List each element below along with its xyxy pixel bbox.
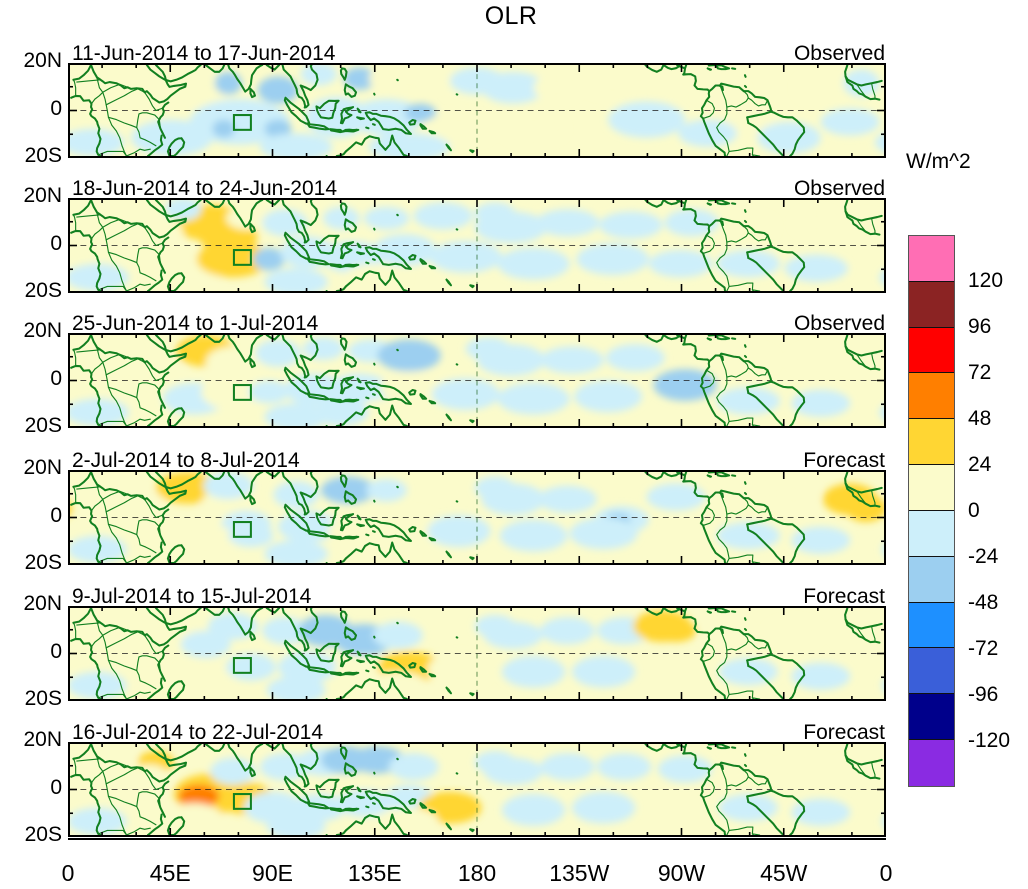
- y-tick-label: 20N: [23, 184, 62, 207]
- panel-header-1: 11-Jun-2014 to 17-Jun-2014 Observed: [68, 37, 886, 65]
- y-tick-label: 20S: [24, 687, 62, 710]
- y-tick-label: 0: [50, 639, 62, 663]
- x-tick-label: 45W: [760, 860, 808, 886]
- panel-header-3: 25-Jun-2014 to 1-Jul-2014 Observed: [68, 307, 886, 335]
- y-axis-labels-panel-1: 20N 0 20S: [0, 49, 62, 167]
- colorbar-units-label: W/m^2: [906, 150, 971, 173]
- olr-anomaly-map: [70, 65, 884, 156]
- colorbar-band-7: [909, 510, 954, 557]
- colorbar-tick-label: 96: [968, 315, 992, 338]
- colorbar-band-3: [909, 327, 954, 374]
- y-tick-label: 20S: [24, 414, 62, 437]
- y-tick-label: 0: [50, 775, 62, 799]
- colorbar-band-11: [909, 694, 954, 741]
- y-axis-labels-panel-2: 20N 0 20S: [0, 184, 62, 302]
- y-tick-label: 20S: [24, 551, 62, 574]
- olr-anomaly-map: [70, 608, 884, 699]
- colorbar-tick-label: 120: [968, 269, 1004, 292]
- colorbar-band-10: [909, 648, 954, 695]
- x-tick-label: 45E: [149, 860, 191, 886]
- olr-anomaly-map: [70, 200, 884, 291]
- y-axis-labels-panel-3: 20N 0 20S: [0, 319, 62, 437]
- olr-anomaly-map: [70, 744, 884, 835]
- y-tick-label: 20N: [23, 49, 62, 72]
- y-tick-label: 20N: [23, 728, 62, 751]
- map-panel-5[interactable]: [68, 606, 886, 701]
- x-tick-label: 0: [879, 860, 893, 886]
- colorbar-tick-label: -24: [968, 545, 999, 568]
- panel-header-4: 2-Jul-2014 to 8-Jul-2014 Forecast: [68, 444, 886, 472]
- y-tick-label: 20S: [24, 279, 62, 302]
- y-axis-labels-panel-4: 20N 0 20S: [0, 456, 62, 574]
- x-tick-label: 180: [457, 860, 497, 886]
- colorbar-band-5: [909, 419, 954, 466]
- colorbar-tick-label: 0: [968, 499, 980, 522]
- x-tick-label: 135E: [347, 860, 402, 886]
- panel-header-5: 9-Jul-2014 to 15-Jul-2014 Forecast: [68, 580, 886, 608]
- colorbar-band-2: [909, 281, 954, 328]
- colorbar-tick-label: -96: [968, 683, 999, 706]
- colorbar-tick-label: 24: [968, 453, 992, 476]
- map-panel-1[interactable]: [68, 63, 886, 158]
- panel-header-2: 18-Jun-2014 to 24-Jun-2014 Observed: [68, 172, 886, 200]
- y-tick-label: 0: [50, 503, 62, 527]
- y-tick-label: 20S: [24, 144, 62, 167]
- y-tick-label: 0: [50, 96, 62, 120]
- colorbar-tick-label: -72: [968, 637, 999, 660]
- colorbar-tick-label: -48: [968, 591, 999, 614]
- y-tick-label: 20N: [23, 592, 62, 615]
- colorbar: [908, 235, 955, 787]
- y-tick-label: 20N: [23, 456, 62, 479]
- x-tick-label: 90W: [657, 860, 706, 886]
- colorbar-tick-label: 72: [968, 361, 992, 384]
- y-axis-labels-panel-6: 20N 0 20S: [0, 728, 62, 846]
- page-title: OLR: [0, 2, 1028, 31]
- panel-header-6: 16-Jul-2014 to 22-Jul-2014 Forecast: [68, 716, 886, 744]
- map-panel-6[interactable]: [68, 742, 886, 837]
- colorbar-tick-label: -120: [968, 729, 1011, 752]
- olr-anomaly-map: [70, 335, 884, 426]
- x-tick-label: 0: [61, 860, 75, 886]
- colorbar-band-9: [909, 602, 954, 649]
- colorbar-band-12: [909, 740, 954, 786]
- map-panel-2[interactable]: [68, 198, 886, 293]
- colorbar-band-6: [909, 465, 954, 511]
- olr-anomaly-map: [70, 472, 884, 563]
- map-panel-4[interactable]: [68, 470, 886, 565]
- map-panel-3[interactable]: [68, 333, 886, 428]
- y-axis-labels-panel-5: 20N 0 20S: [0, 592, 62, 710]
- x-tick-label: 90E: [252, 860, 293, 886]
- figure-title-text: OLR: [484, 2, 538, 30]
- y-tick-label: 0: [50, 231, 62, 255]
- x-tick-label: 135W: [549, 860, 610, 886]
- colorbar-tick-label: 48: [968, 407, 992, 430]
- x-axis-ticks: [68, 838, 886, 840]
- x-axis: 0 45E 90E 135E 180 135W 90W 45W 0: [62, 838, 892, 886]
- colorbar-band-4: [909, 373, 954, 420]
- y-tick-label: 20S: [24, 823, 62, 846]
- colorbar-band-1: [909, 236, 954, 282]
- colorbar-band-8: [909, 556, 954, 603]
- y-tick-label: 0: [50, 366, 62, 390]
- y-tick-label: 20N: [23, 319, 62, 342]
